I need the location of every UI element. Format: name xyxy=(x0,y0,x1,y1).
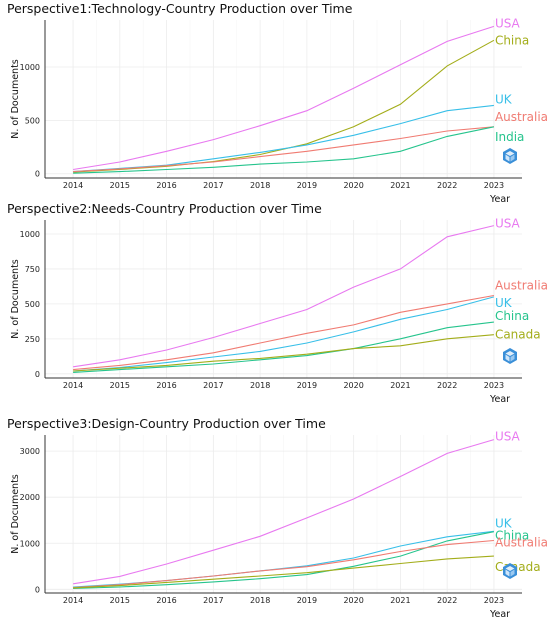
x-tick-label: 2019 xyxy=(297,381,317,390)
x-tick-label: 2016 xyxy=(156,181,176,190)
logo-icon xyxy=(503,348,517,364)
series-label-canada: Canada xyxy=(495,560,541,574)
series-label-china: China xyxy=(495,309,529,323)
logo-cube-right xyxy=(510,154,515,162)
grid xyxy=(45,20,522,178)
x-tick-label: 2020 xyxy=(343,381,363,390)
y-tick-label: 2000 xyxy=(20,493,40,502)
line-chart-2: 2014 2015 2016 2017 2018 2019 2020 2021 2022 2023… xyxy=(10,217,548,405)
x-tick-label: 2016 xyxy=(156,381,176,390)
series-label-usa: USA xyxy=(495,16,521,30)
x-tick-label: 2017 xyxy=(203,381,223,390)
y-tick-label: 1000 xyxy=(20,63,40,72)
series-line-australia xyxy=(73,126,494,173)
y-tick-label: 500 xyxy=(25,300,40,309)
series-label-canada: Canada xyxy=(495,328,541,342)
logo-cube-top xyxy=(505,351,515,356)
logo-icon xyxy=(503,563,517,579)
x-tick-label: 2014 xyxy=(63,381,83,390)
series-label-india: India xyxy=(495,130,524,144)
series-line-usa xyxy=(73,225,495,368)
x-tick-label: 2019 xyxy=(297,596,317,605)
y-axis-title: N. of Documents xyxy=(10,259,21,339)
chart-panel-2: Perspective2:Needs-Country Production ov… xyxy=(0,200,550,411)
x-tick-label: 2020 xyxy=(343,181,363,190)
y-tick-label: 0 xyxy=(35,170,40,179)
y-tick-label: 500 xyxy=(25,116,40,125)
x-tick-label: 2021 xyxy=(390,596,410,605)
series-line-usa xyxy=(73,25,495,171)
x-tick-label: 2023 xyxy=(484,596,504,605)
series-label-uk: UK xyxy=(495,516,513,530)
series-line-india xyxy=(73,126,495,174)
series-line-china xyxy=(73,321,494,373)
line-chart-3: 2014 2015 2016 2017 2018 2019 2020 2021 2022 2023… xyxy=(10,430,548,620)
series-label-usa: USA xyxy=(495,430,521,444)
grid xyxy=(45,220,522,378)
y-tick-label: 1000 xyxy=(20,539,40,548)
x-tick-label: 2019 xyxy=(297,181,317,190)
x-tick-label: 2015 xyxy=(110,181,130,190)
series-line-australia xyxy=(73,539,494,589)
series-label-uk: UK xyxy=(495,296,513,310)
series-line-uk xyxy=(73,296,495,372)
logo-cube-left xyxy=(505,569,510,577)
x-axis-title: Year xyxy=(489,194,510,205)
x-tick-label: 2018 xyxy=(250,181,270,190)
series-label-australia: Australia xyxy=(495,535,548,549)
series-label-china: China xyxy=(495,33,529,47)
logo-cube-left xyxy=(505,354,510,362)
x-tick-label: 2015 xyxy=(110,596,130,605)
x-tick-label: 2022 xyxy=(437,181,457,190)
x-tick-label: 2017 xyxy=(203,181,223,190)
x-tick-label: 2016 xyxy=(156,596,176,605)
y-tick-label: 0 xyxy=(35,370,40,379)
y-axis-title: N. of Documents xyxy=(10,474,21,554)
series-label-australia: Australia xyxy=(495,279,548,293)
y-tick-label: 1000 xyxy=(20,230,40,239)
x-axis-title: Year xyxy=(489,394,510,405)
x-tick-label: 2023 xyxy=(484,181,504,190)
x-tick-label: 2020 xyxy=(343,596,363,605)
logo-icon xyxy=(503,148,517,164)
logo-cube-right xyxy=(510,354,515,362)
series-label-usa: USA xyxy=(495,217,521,231)
x-tick-label: 2021 xyxy=(390,181,410,190)
x-tick-label: 2022 xyxy=(437,596,457,605)
chart-panel-1: Perspective1:Technology-Country Producti… xyxy=(0,0,550,211)
x-axis-title: Year xyxy=(489,609,510,620)
series-line-canada xyxy=(73,555,494,589)
chart-title: Perspective1:Technology-Country Producti… xyxy=(7,1,353,16)
logo-cube-top xyxy=(505,151,515,156)
x-tick-label: 2017 xyxy=(203,596,223,605)
y-tick-label: 0 xyxy=(35,585,40,594)
grid xyxy=(45,435,522,593)
chart-title: Perspective3:Design-Country Production o… xyxy=(7,416,326,431)
x-tick-label: 2018 xyxy=(250,596,270,605)
line-chart-1: 2014 2015 2016 2017 2018 2019 2020 2021 2022 2023… xyxy=(10,16,548,205)
series-line-canada xyxy=(73,334,494,372)
x-tick-label: 2018 xyxy=(250,381,270,390)
x-tick-label: 2022 xyxy=(437,381,457,390)
x-tick-label: 2023 xyxy=(484,381,504,390)
logo-cube-top xyxy=(505,566,515,571)
series-label-uk: UK xyxy=(495,92,513,106)
series-label-australia: Australia xyxy=(495,110,548,124)
x-tick-label: 2021 xyxy=(390,381,410,390)
logo-cube-right xyxy=(510,569,515,577)
series-line-australia xyxy=(73,294,494,371)
y-tick-label: 750 xyxy=(25,265,40,274)
y-tick-label: 3000 xyxy=(20,447,40,456)
x-tick-label: 2014 xyxy=(63,181,83,190)
series-label-china: China xyxy=(495,529,529,543)
x-tick-label: 2015 xyxy=(110,381,130,390)
y-axis-title: N. of Documents xyxy=(10,59,21,139)
chart-panel-3: Perspective3:Design-Country Production o… xyxy=(0,415,550,626)
x-tick-label: 2014 xyxy=(63,596,83,605)
series-line-usa xyxy=(73,439,495,585)
logo-cube-left xyxy=(505,154,510,162)
chart-title: Perspective2:Needs-Country Production ov… xyxy=(7,201,322,216)
y-tick-label: 250 xyxy=(25,335,40,344)
